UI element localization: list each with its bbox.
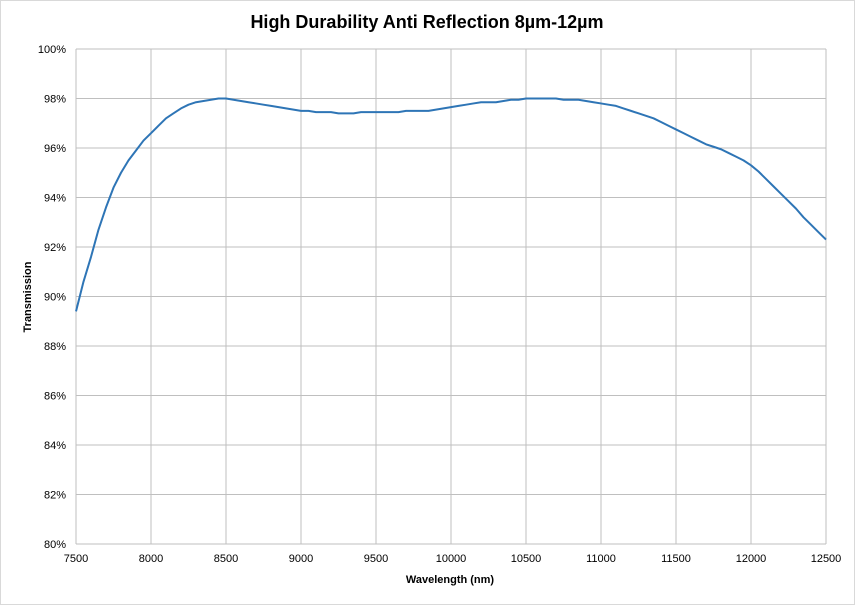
x-tick-label: 7500 xyxy=(64,553,88,565)
y-tick-label: 92% xyxy=(44,242,66,254)
x-tick-label: 12000 xyxy=(736,553,767,565)
series-line xyxy=(75,97,827,312)
x-tick-label: 8500 xyxy=(214,553,238,565)
chart-title: High Durability Anti Reflection 8µm-12µm xyxy=(250,12,603,32)
y-axis-label: Transmission xyxy=(22,261,34,332)
x-tick-label: 11000 xyxy=(586,553,616,565)
y-tick-label: 94% xyxy=(44,193,66,205)
x-tick-label: 11500 xyxy=(661,553,691,565)
x-tick-label: 9000 xyxy=(289,553,313,565)
x-tick-label: 8000 xyxy=(139,553,163,565)
y-tick-label: 86% xyxy=(44,391,66,403)
y-tick-label: 84% xyxy=(44,440,66,452)
x-tick-labels: 7500 8000 8500 9000 9500 10000 10500 11000 11500… xyxy=(64,553,842,565)
y-tick-label: 98% xyxy=(44,94,66,106)
y-tick-labels: 80% 82% 84% 86% 88% 90% 92% 94% 96% 98% 100% xyxy=(38,44,66,551)
x-tick-label: 12500 xyxy=(811,553,842,565)
y-tick-label: 80% xyxy=(44,539,66,551)
y-tick-label: 90% xyxy=(44,292,66,304)
grid xyxy=(75,48,827,545)
y-tick-label: 96% xyxy=(44,143,66,155)
x-tick-label: 10500 xyxy=(511,553,542,565)
x-tick-label: 10000 xyxy=(436,553,467,565)
y-tick-label: 100% xyxy=(38,44,66,56)
y-tick-label: 82% xyxy=(44,490,66,502)
x-tick-label: 9500 xyxy=(364,553,388,565)
x-axis-label: Wavelength (nm) xyxy=(406,574,495,586)
y-tick-label: 88% xyxy=(44,341,66,353)
